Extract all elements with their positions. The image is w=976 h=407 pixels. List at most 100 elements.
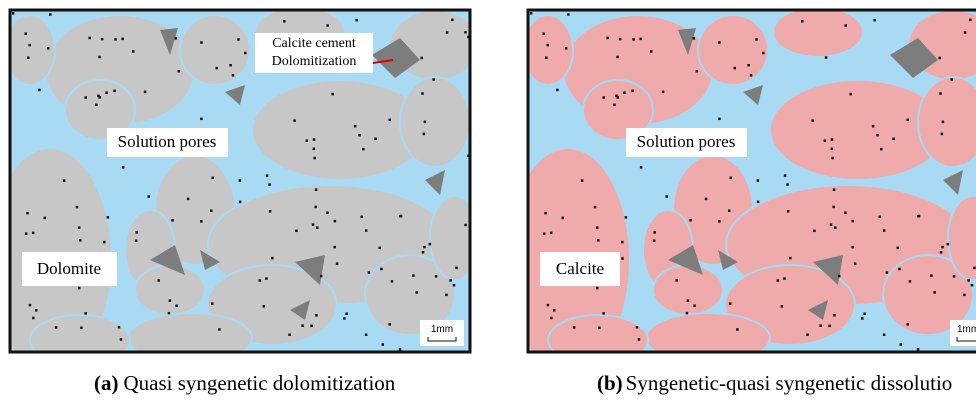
dot	[464, 224, 467, 227]
grain	[698, 15, 768, 85]
dot	[345, 313, 348, 316]
dot	[886, 271, 889, 274]
dot	[314, 206, 317, 209]
dot	[693, 305, 696, 308]
dot	[147, 195, 150, 198]
dot	[421, 57, 424, 60]
dot	[200, 220, 203, 223]
dot	[78, 287, 81, 290]
dot	[44, 217, 47, 220]
dot	[729, 302, 732, 305]
mineral-label: Dolomite	[37, 259, 101, 278]
dot	[687, 299, 690, 302]
dot	[917, 348, 920, 351]
dot	[602, 96, 605, 99]
dot	[265, 277, 268, 280]
dot	[898, 268, 901, 271]
dot	[632, 38, 635, 41]
dot	[969, 19, 972, 22]
dot	[639, 38, 642, 41]
dot	[380, 268, 383, 271]
dot	[421, 92, 424, 95]
dot	[964, 31, 967, 34]
dot	[399, 348, 402, 351]
dot	[844, 211, 847, 214]
dot	[640, 166, 643, 169]
dot	[210, 210, 213, 213]
dot	[105, 91, 108, 94]
grain	[400, 77, 470, 167]
dot	[331, 93, 334, 96]
dot	[813, 230, 816, 233]
dot	[831, 138, 834, 141]
dot	[32, 317, 35, 320]
dot	[897, 247, 900, 250]
dot	[55, 326, 58, 329]
dot	[169, 299, 172, 302]
caption-b: (b)Syngenetic-quasi syngenetic dissoluti…	[597, 371, 952, 395]
dot	[615, 95, 618, 98]
dot	[907, 119, 910, 122]
dot	[783, 277, 786, 280]
dot	[355, 19, 358, 22]
dot	[581, 179, 584, 182]
dot	[244, 52, 247, 55]
dot	[621, 257, 624, 260]
grain	[523, 15, 573, 85]
dot	[423, 133, 426, 136]
dot	[596, 287, 599, 290]
dot	[435, 275, 438, 278]
dot	[755, 38, 758, 41]
dot	[49, 13, 52, 16]
dot	[101, 38, 104, 41]
dot	[718, 118, 721, 121]
dot	[550, 232, 553, 235]
dot	[543, 232, 546, 235]
dot	[777, 279, 780, 282]
dot	[861, 317, 864, 320]
dot	[530, 12, 533, 15]
dot	[412, 274, 415, 277]
caption-text: Syngenetic-quasi syngenetic dissolutio	[626, 371, 953, 395]
dot	[623, 91, 626, 94]
dot	[567, 13, 570, 16]
dot	[918, 215, 921, 218]
dot	[97, 95, 100, 98]
dot	[730, 177, 733, 180]
dot	[883, 333, 886, 336]
dot	[315, 188, 318, 191]
dot	[365, 333, 368, 336]
dot	[118, 326, 121, 329]
dot	[239, 201, 242, 204]
dot	[880, 148, 883, 151]
dot	[132, 50, 135, 53]
dot	[103, 241, 106, 244]
dot	[382, 343, 385, 346]
dot	[432, 78, 435, 81]
dot	[114, 38, 117, 41]
figure: Calcite cement Dolomitization Solution p…	[0, 0, 976, 407]
dot	[12, 12, 15, 15]
dot	[787, 210, 790, 213]
dot	[933, 291, 936, 294]
dot	[693, 37, 696, 40]
dot	[358, 134, 361, 137]
dot	[757, 201, 760, 204]
dot	[831, 157, 834, 160]
caption-tag: (a)	[94, 371, 119, 395]
dot	[25, 232, 28, 235]
dot	[362, 148, 365, 151]
dot	[464, 31, 467, 34]
dot	[263, 305, 266, 308]
dot	[762, 52, 765, 55]
dot	[831, 148, 834, 151]
dot	[801, 20, 804, 23]
dot	[78, 226, 81, 229]
dot	[336, 262, 339, 265]
dot	[295, 230, 298, 233]
grain	[646, 313, 770, 363]
dot	[553, 309, 556, 312]
dot	[784, 174, 787, 177]
dot	[900, 343, 903, 346]
dot	[789, 257, 792, 260]
